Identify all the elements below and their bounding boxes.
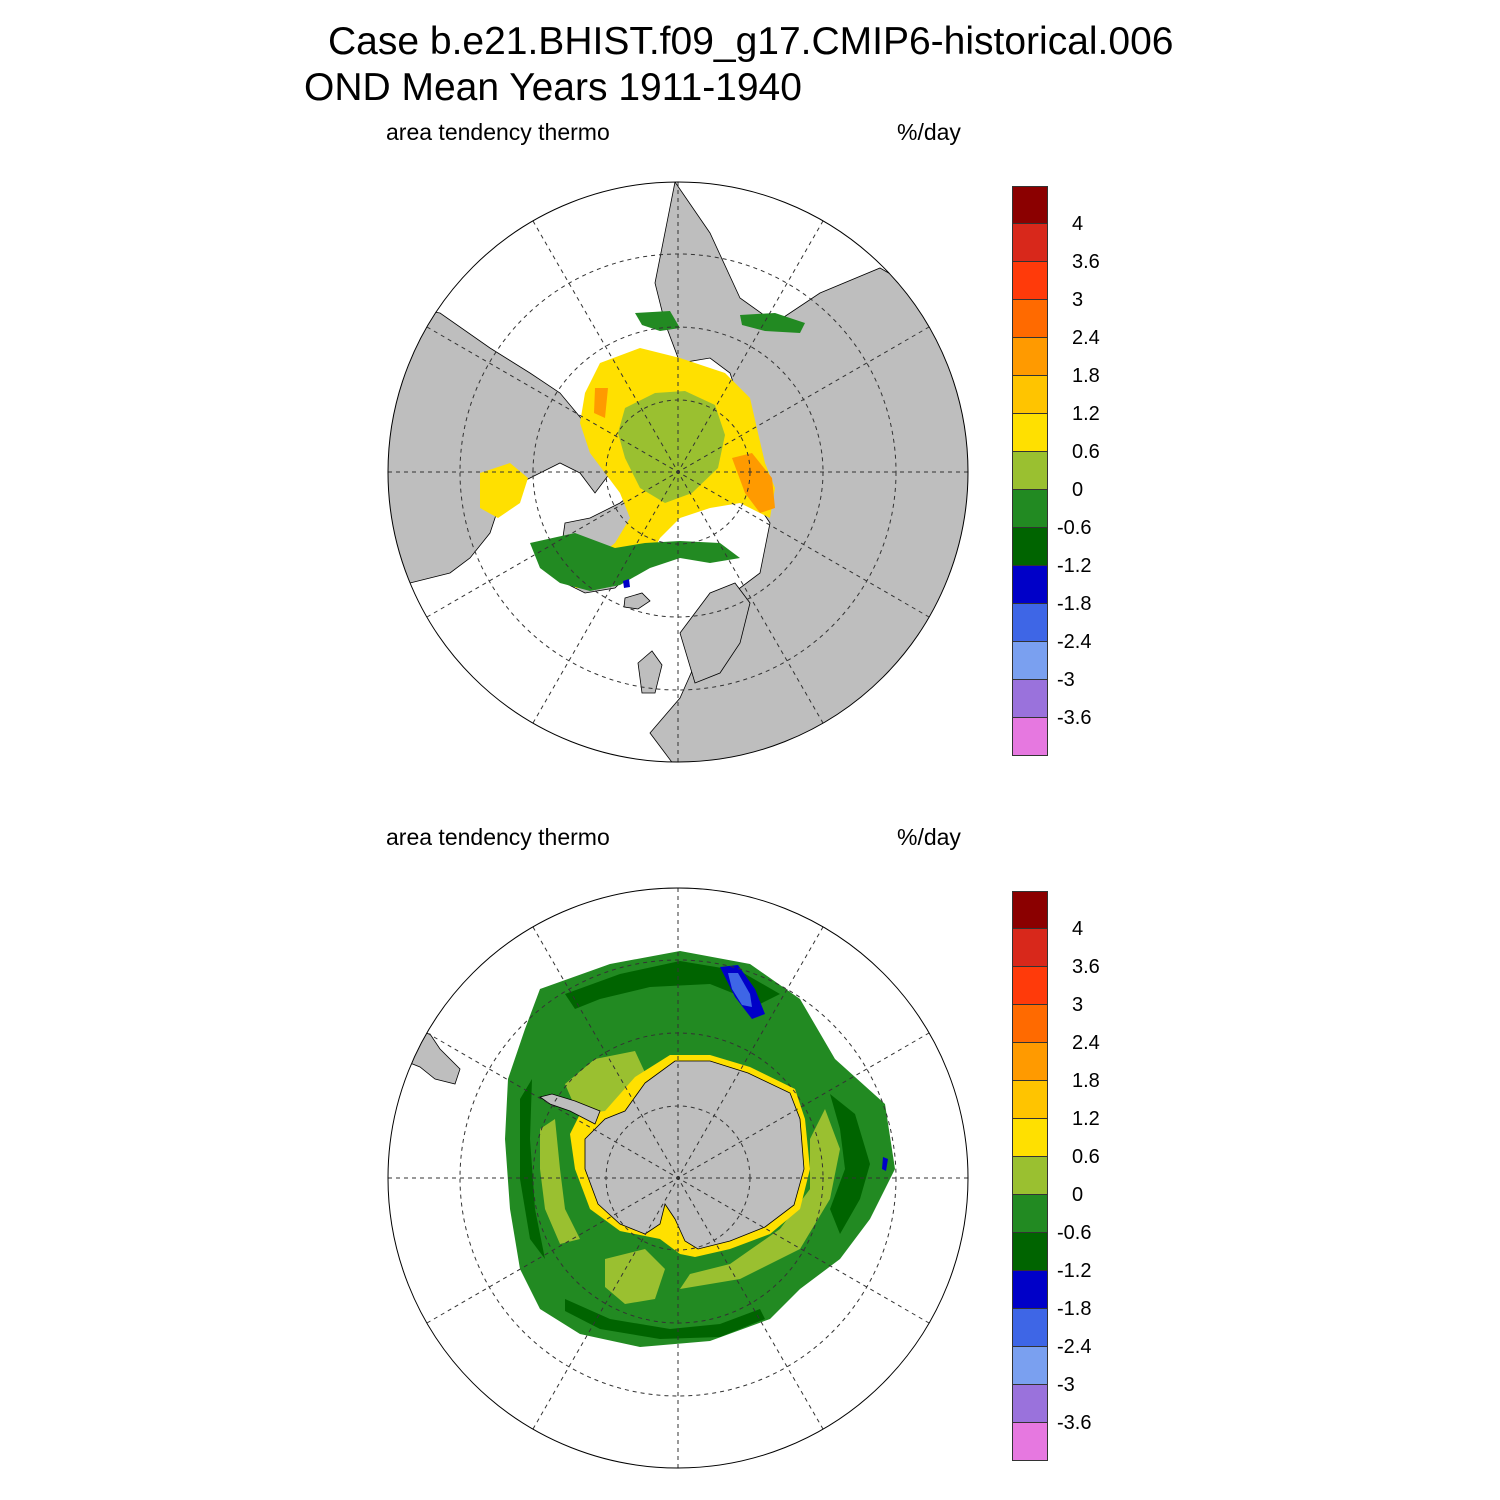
south-units-label: %/day — [897, 824, 961, 850]
north-colorbar-swatch — [1012, 642, 1048, 680]
scandinavia-landmass — [679, 582, 751, 684]
antarctic-ice-ross-olive — [605, 1249, 665, 1304]
south-colorbar-swatch — [1012, 1309, 1048, 1347]
south-colorbar-swatch — [1012, 1347, 1048, 1385]
british-isles-landmass — [637, 650, 663, 694]
antarctic-ice-east-olive — [680, 1109, 840, 1289]
north-colorbar-tick-label: -0.6 — [1057, 517, 1092, 539]
north-america-landmass — [388, 302, 611, 594]
hudson-bay-ice — [480, 463, 528, 518]
north-colorbar-tick-label: 3 — [1072, 289, 1084, 311]
north-colorbar-swatch — [1012, 680, 1048, 718]
south-colorbar-tick-label: -3.6 — [1057, 1412, 1092, 1434]
north-units-label: %/day — [897, 119, 961, 145]
south-colorbar-tick-label: 1.8 — [1072, 1070, 1100, 1092]
south-colorbar-tick-label: 4 — [1072, 918, 1084, 940]
south-colorbar-tick-label: 2.4 — [1072, 1032, 1100, 1054]
arctic-ice-central-green — [618, 391, 725, 503]
north-variable-label: area tendency thermo — [386, 119, 610, 145]
iceland-landmass — [623, 592, 651, 610]
graticule — [388, 888, 968, 1468]
arctic-ice-orange-edge-west — [594, 388, 608, 418]
south-colorbar-tick-label: -1.2 — [1057, 1260, 1092, 1282]
antarctic-ice-west-olive — [540, 1119, 580, 1244]
arctic-ice-atlantic-green — [530, 533, 740, 591]
south-colorbar-swatch — [1012, 1385, 1048, 1423]
north-colorbar-tick-label: -2.4 — [1057, 631, 1092, 653]
figure-title-case: Case b.e21.BHIST.f09_g17.CMIP6-historica… — [328, 20, 1174, 63]
north-colorbar-swatch — [1012, 186, 1048, 224]
south-colorbar-swatch — [1012, 967, 1048, 1005]
antarctic-polar-map — [387, 887, 969, 1469]
map-boundary — [387, 181, 969, 763]
antarctic-ice-darkgreen-band-south — [565, 1299, 765, 1339]
south-colorbar-swatch — [1012, 929, 1048, 967]
south-colorbar-tick-label: -2.4 — [1057, 1336, 1092, 1358]
antarctic-ice-negative-blue-east — [882, 1157, 888, 1171]
arctic-ice-orange-edge — [732, 453, 775, 513]
north-colorbar-tick-label: 0 — [1072, 479, 1084, 501]
arctic-ice-bering-green — [635, 311, 680, 331]
north-colorbar-swatch — [1012, 452, 1048, 490]
south-colorbar-swatch — [1012, 1157, 1048, 1195]
arctic-polar-map — [387, 181, 969, 763]
north-colorbar-tick-label: 1.8 — [1072, 365, 1100, 387]
north-colorbar-tick-label: -3 — [1057, 669, 1075, 691]
south-colorbar-swatch — [1012, 1423, 1048, 1461]
north-colorbar-swatch — [1012, 604, 1048, 642]
south-variable-label: area tendency thermo — [386, 824, 610, 850]
north-colorbar-tick-label: -1.8 — [1057, 593, 1092, 615]
north-colorbar-swatch — [1012, 224, 1048, 262]
south-colorbar-swatch — [1012, 1233, 1048, 1271]
north-colorbar-tick-label: 3.6 — [1072, 251, 1100, 273]
north-colorbar-tick-label: -3.6 — [1057, 707, 1092, 729]
antarctic-ice-negative-lightblue-north — [728, 973, 752, 1007]
north-colorbar-swatch — [1012, 338, 1048, 376]
south-colorbar-tick-label: -3 — [1057, 1374, 1075, 1396]
graticule — [388, 182, 968, 762]
south-colorbar-tick-label: 1.2 — [1072, 1108, 1100, 1130]
south-colorbar-tick-label: -0.6 — [1057, 1222, 1092, 1244]
antarctic-ice-darkgreen-band-east — [830, 1094, 870, 1234]
south-colorbar-tick-label: -1.8 — [1057, 1298, 1092, 1320]
north-colorbar-tick-label: 0.6 — [1072, 441, 1100, 463]
arctic-ice-negative-blue-spot — [623, 579, 630, 588]
north-colorbar-swatch — [1012, 566, 1048, 604]
south-colorbar-swatch — [1012, 1271, 1048, 1309]
south-colorbar-swatch — [1012, 1081, 1048, 1119]
arctic-ice-okhotsk-green — [740, 313, 805, 333]
north-colorbar-swatch — [1012, 300, 1048, 338]
figure-title-period: OND Mean Years 1911-1940 — [304, 66, 802, 109]
north-colorbar-swatch — [1012, 718, 1048, 756]
north-colorbar-tick-label: 4 — [1072, 213, 1084, 235]
south-colorbar-tick-label: 3.6 — [1072, 956, 1100, 978]
south-colorbar-swatch — [1012, 891, 1048, 929]
north-colorbar-tick-label: -1.2 — [1057, 555, 1092, 577]
north-colorbar-swatch — [1012, 262, 1048, 300]
south-colorbar-swatch — [1012, 1043, 1048, 1081]
north-colorbar-tick-label: 2.4 — [1072, 327, 1100, 349]
north-colorbar-swatch — [1012, 376, 1048, 414]
south-colorbar-swatch — [1012, 1005, 1048, 1043]
south-colorbar-tick-label: 0.6 — [1072, 1146, 1100, 1168]
map-boundary — [387, 887, 969, 1469]
north-colorbar-swatch — [1012, 490, 1048, 528]
south-colorbar-tick-label: 0 — [1072, 1184, 1084, 1206]
north-colorbar-swatch — [1012, 414, 1048, 452]
north-colorbar-swatch — [1012, 528, 1048, 566]
antarctic-ice-darkgreen-band-west — [520, 1079, 545, 1259]
antarctica-landmass — [584, 1060, 805, 1250]
south-colorbar-swatch — [1012, 1119, 1048, 1157]
south-colorbar-swatch — [1012, 1195, 1048, 1233]
south-colorbar-tick-label: 3 — [1072, 994, 1084, 1016]
north-colorbar-tick-label: 1.2 — [1072, 403, 1100, 425]
